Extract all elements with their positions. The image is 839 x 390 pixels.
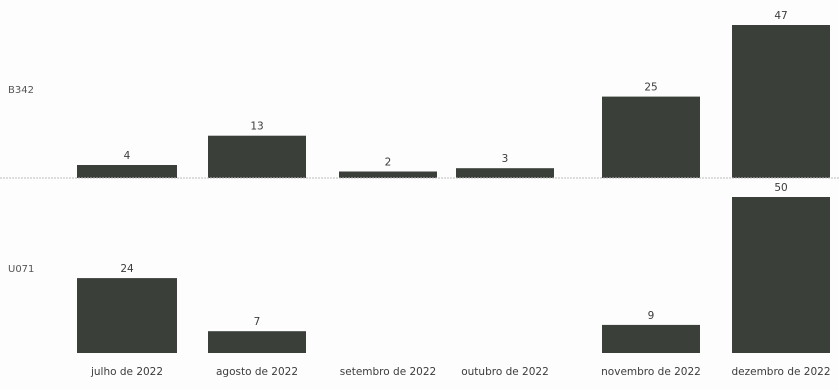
category-label-3: outubro de 2022 <box>461 366 549 378</box>
bar-u071-0 <box>77 278 177 353</box>
bar-b342-5 <box>732 25 830 178</box>
value-label-b342-2: 2 <box>385 157 392 169</box>
category-label-0: julho de 2022 <box>90 366 163 378</box>
bar-u071-4 <box>602 324 700 353</box>
row-label-b342: B342 <box>8 85 34 96</box>
value-label-u071-1: 7 <box>254 316 261 328</box>
row-label-u071: U071 <box>8 264 34 275</box>
value-labels: 4 13 2 3 25 47 24 7 9 50 <box>120 10 787 328</box>
category-label-4: novembro de 2022 <box>601 366 701 378</box>
category-label-2: setembro de 2022 <box>340 366 436 378</box>
category-label-5: dezembro de 2022 <box>731 366 830 378</box>
value-label-u071-0: 24 <box>120 263 134 275</box>
row-labels: B342 U071 <box>8 85 34 275</box>
value-label-b342-3: 3 <box>502 153 509 165</box>
bar-b342-2 <box>339 171 437 178</box>
bar-u071-5 <box>732 197 830 353</box>
bars <box>77 25 830 353</box>
category-labels: julho de 2022 agosto de 2022 setembro de 2… <box>90 366 831 378</box>
bar-b342-3 <box>456 168 554 178</box>
bar-b342-1 <box>208 135 306 178</box>
value-label-b342-5: 47 <box>774 10 787 22</box>
value-label-u071-5: 50 <box>774 182 787 194</box>
value-label-b342-4: 25 <box>644 82 657 94</box>
value-label-u071-4: 9 <box>648 310 655 322</box>
category-label-1: agosto de 2022 <box>216 366 298 378</box>
bar-b342-0 <box>77 165 177 178</box>
value-label-b342-1: 13 <box>250 121 263 133</box>
value-label-b342-0: 4 <box>124 150 131 162</box>
bar-b342-4 <box>602 96 700 178</box>
bar-u071-1 <box>208 331 306 353</box>
